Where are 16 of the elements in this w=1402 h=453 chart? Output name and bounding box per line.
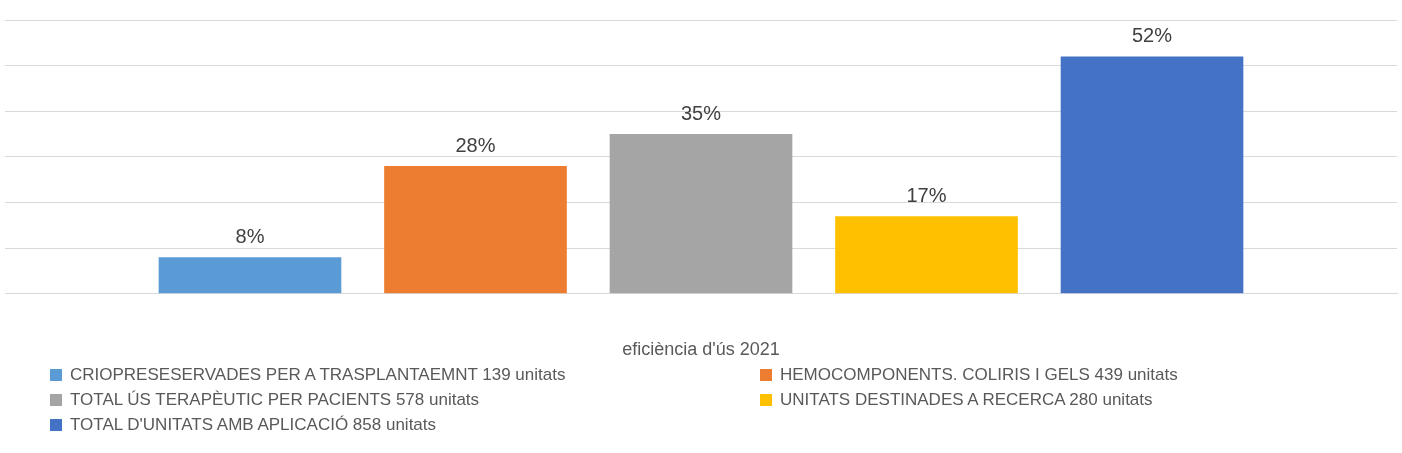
data-label: 52% [1131,24,1173,47]
bar [158,257,342,294]
data-label: 17% [906,183,947,206]
x-axis-title: eficiència d'ús 2021 [622,339,780,360]
legend-label: UNITATS DESTINADES A RECERCA 280 unitats [780,390,1153,410]
bar [384,166,567,294]
data-label: 8% [235,224,265,247]
legend-label: TOTAL ÚS TERAPÈUTIC PER PACIENTS 578 unitats [70,390,480,410]
data-label: 35% [680,101,722,124]
bar [609,134,793,294]
legend-label: HEMOCOMPONENTS. COLIRIS I GELS 439 unitats [780,365,1178,385]
data-label: 28% [455,133,496,156]
legend-label: TOTAL D'UNITATS AMB APLICACIÓ 858 unitats [70,415,437,435]
legend-label: CRIOPRESESERVADES PER A TRASPLANTAEMNT 139 unitats [70,365,566,385]
bar [1060,56,1244,294]
bar [835,216,1018,294]
